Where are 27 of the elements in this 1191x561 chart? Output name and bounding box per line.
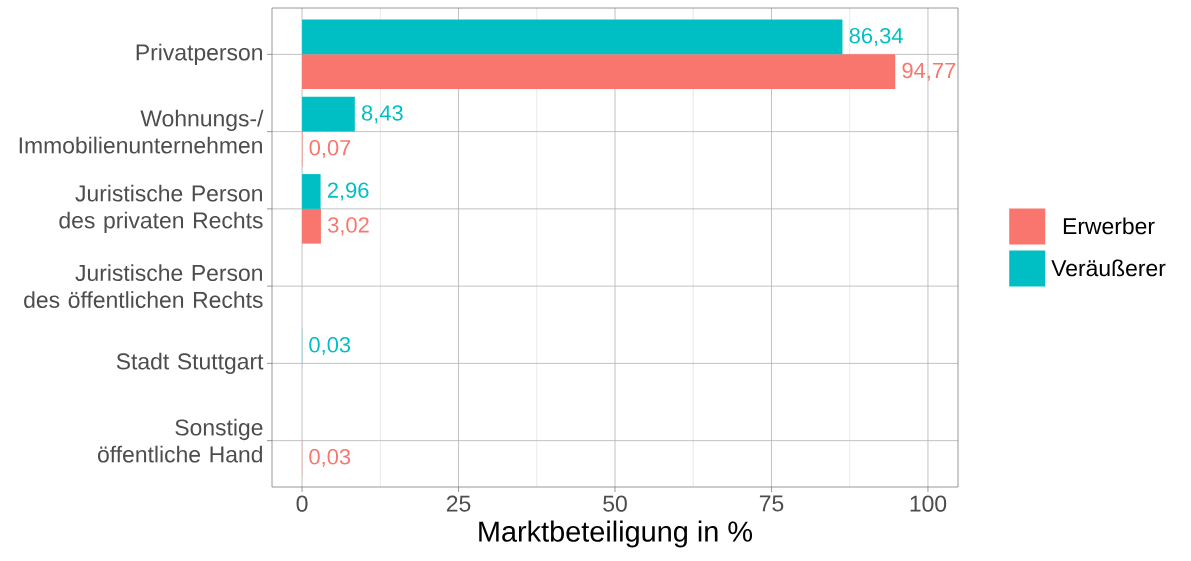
data-label: 0,03: [309, 448, 351, 468]
legend-label: Erwerber: [1063, 217, 1155, 235]
x-tick-label: 0: [296, 495, 308, 512]
bar: [302, 174, 321, 209]
y-tick-label: Juristische Person des privaten Rechts: [59, 184, 263, 233]
data-label: 0,07: [309, 139, 351, 159]
data-label: 2,96: [327, 182, 369, 201]
data-label: 3,02: [327, 217, 369, 236]
bar: [302, 19, 843, 55]
data-label: 94,77: [902, 62, 956, 81]
bar: [302, 54, 896, 90]
y-tick-label: Juristische Person des öffentlichen Rechts: [24, 264, 263, 308]
x-tick-label: 50: [603, 495, 627, 512]
x-tick-label: 25: [446, 495, 471, 512]
x-tick-label: 100: [910, 495, 947, 512]
y-tick-label: Sonstige öffentliche Hand: [97, 418, 263, 463]
bar: [302, 208, 321, 244]
data-label: 8,43: [361, 105, 403, 124]
x-tick-label: 75: [759, 495, 784, 512]
bar: [302, 96, 355, 132]
y-tick-label: Stadt Stuttgart: [116, 352, 264, 375]
y-tick-label: Privatperson: [136, 43, 262, 66]
data-label: 0,03: [309, 336, 351, 356]
y-tick-label: Wohnungs-/ Immobilienunternehmen: [19, 109, 264, 154]
x-axis-title: Marktbeteiligung in %: [479, 520, 753, 548]
legend-label: Veräußerer: [1051, 259, 1166, 277]
data-label: 86,34: [849, 27, 903, 47]
